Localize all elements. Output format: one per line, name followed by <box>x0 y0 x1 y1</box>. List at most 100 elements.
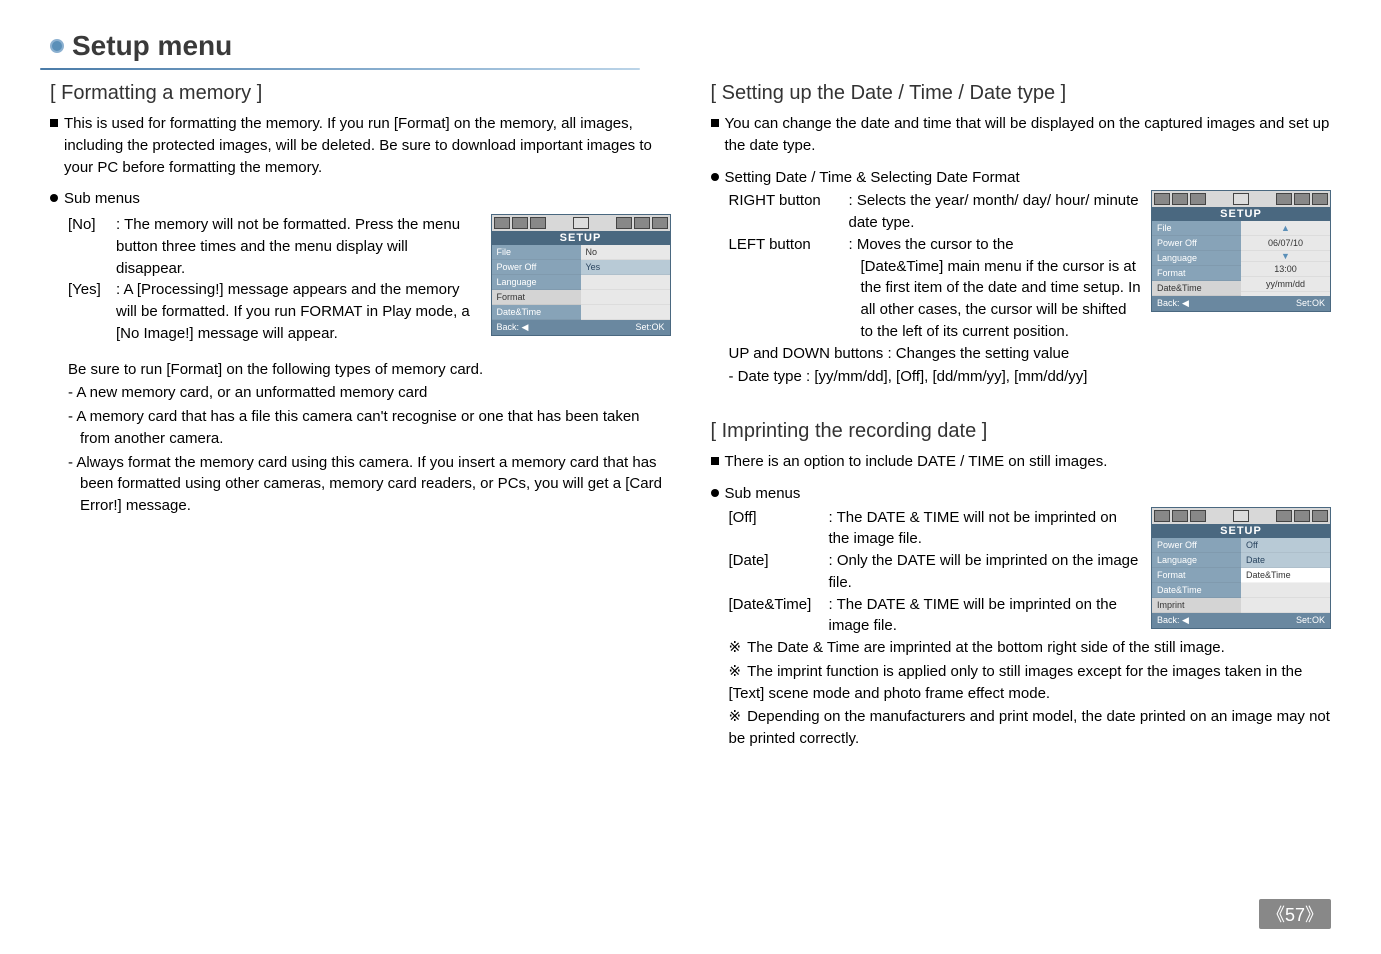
ss-footer-set: Set:OK <box>1296 615 1325 626</box>
circle-bullet-icon <box>711 489 719 497</box>
ss-icon <box>616 217 632 229</box>
ss-icon <box>573 217 589 229</box>
yes-label: [Yes] <box>68 279 116 344</box>
format-note-3: - A memory card that has a file this cam… <box>68 406 671 450</box>
dateformat-heading-row: Setting Date / Time & Selecting Date For… <box>711 167 1332 189</box>
updown-desc: UP and DOWN buttons : Changes the settin… <box>729 343 1332 365</box>
ss-row <box>581 305 670 320</box>
ss-row: Format <box>1152 568 1241 583</box>
ss-row: File <box>1152 221 1241 236</box>
ss-icon <box>1233 193 1249 205</box>
page-number: 57 <box>1259 899 1331 929</box>
ss-body: File Power Off Language Format Date&Time… <box>492 245 670 320</box>
ss-icon <box>1190 510 1206 522</box>
right-column: [ Setting up the Date / Time / Date type… <box>711 82 1332 752</box>
imprint-note-a: The Date & Time are imprinted at the bot… <box>729 637 1332 659</box>
ss-row: Off <box>1241 538 1330 553</box>
ss-menu-left: File Power Off Language Format Date&Time <box>1152 221 1241 296</box>
ss-title: SETUP <box>1152 524 1330 538</box>
datetime-desc-row: You can change the date and time that wi… <box>711 113 1332 167</box>
right-button-desc: : Selects the year/ month/ day/ hour/ mi… <box>849 190 1142 234</box>
no-label: [No] <box>68 214 116 279</box>
datetype-desc: - Date type : [yy/mm/dd], [Off], [dd/mm/… <box>729 366 1332 388</box>
ss-footer: Back: ◀ Set:OK <box>1152 296 1330 311</box>
off-item: [Off] : The DATE & TIME will not be impr… <box>729 507 1142 551</box>
dateformat-heading: Setting Date / Time & Selecting Date For… <box>725 167 1020 189</box>
left-button-row: LEFT button : Moves the cursor to the <box>729 234 1142 256</box>
imprint-desc: There is an option to include DATE / TIM… <box>725 451 1108 473</box>
ss-footer-back: Back: ◀ <box>497 322 529 333</box>
imprint-note-c: Depending on the manufacturers and print… <box>729 706 1332 750</box>
datetime-desc: : The DATE & TIME will be imprinted on t… <box>829 594 1142 638</box>
imprint-note-b: The imprint function is applied only to … <box>729 661 1332 705</box>
ss-row: No <box>581 245 670 260</box>
title-underline <box>40 68 640 70</box>
circle-bullet-icon <box>50 194 58 202</box>
ss-footer-set: Set:OK <box>1296 298 1325 309</box>
ss-icon <box>1172 193 1188 205</box>
circle-bullet-icon <box>711 173 719 181</box>
ss-row: Format <box>492 290 581 305</box>
ss-row <box>581 290 670 305</box>
ss-footer-back: Back: ◀ <box>1157 615 1189 626</box>
ss-row: Language <box>1152 553 1241 568</box>
format-heading: [ Formatting a memory ] <box>50 82 671 105</box>
date-label: [Date] <box>729 550 829 594</box>
submenu-heading-row: Sub menus <box>50 188 671 214</box>
ss-row: Language <box>1152 251 1241 266</box>
ss-footer-back: Back: ◀ <box>1157 298 1189 309</box>
content-columns: [ Formatting a memory ] This is used for… <box>50 82 1331 752</box>
ss-row: 06/07/10 <box>1241 236 1330 251</box>
ss-row: Power Off <box>492 260 581 275</box>
ss-row: Date&Time <box>1152 583 1241 598</box>
ss-footer: Back: ◀ Set:OK <box>1152 613 1330 628</box>
ss-row: Date&Time <box>1241 568 1330 583</box>
ss-menu-left: File Power Off Language Format Date&Time <box>492 245 581 320</box>
imprint-desc-row: There is an option to include DATE / TIM… <box>711 451 1332 483</box>
left-button-label: LEFT button <box>729 234 849 256</box>
yes-desc: : A [Processing!] message appears and th… <box>116 279 481 344</box>
ss-row: Imprint <box>1152 598 1241 613</box>
ss-body: File Power Off Language Format Date&Time… <box>1152 221 1330 296</box>
ss-row: ▲ <box>1241 221 1330 236</box>
left-button-desc1: : Moves the cursor to the <box>849 234 1014 256</box>
ss-body: Power Off Language Format Date&Time Impr… <box>1152 538 1330 613</box>
datetime-desc: You can change the date and time that wi… <box>725 113 1332 157</box>
square-bullet-icon <box>50 119 58 127</box>
ss-row: Date <box>1241 553 1330 568</box>
ss-icon <box>1154 193 1170 205</box>
ss-row: Format <box>1152 266 1241 281</box>
right-button-label: RIGHT button <box>729 190 849 234</box>
ss-icon <box>530 217 546 229</box>
ss-icon <box>1172 510 1188 522</box>
datetime-heading: [ Setting up the Date / Time / Date type… <box>711 82 1332 105</box>
ss-row <box>581 275 670 290</box>
submenu-items: [No] : The memory will not be formatted.… <box>50 214 481 345</box>
ss-icon <box>1276 193 1292 205</box>
ss-title: SETUP <box>492 231 670 245</box>
ss-icon <box>652 217 668 229</box>
format-screenshot: SETUP File Power Off Language Format Dat… <box>491 214 671 336</box>
ss-icon <box>1276 510 1292 522</box>
format-desc: This is used for formatting the memory. … <box>64 113 671 178</box>
left-column: [ Formatting a memory ] This is used for… <box>50 82 671 752</box>
ss-iconbar <box>1152 191 1330 207</box>
submenu-with-screenshot: [No] : The memory will not be formatted.… <box>50 214 671 345</box>
ss-row: Yes <box>581 260 670 275</box>
page-title-bar: Setup menu <box>50 30 1331 62</box>
ss-menu-right: ▲ 06/07/10 ▼ 13:00 yy/mm/dd <box>1241 221 1330 296</box>
yes-item: [Yes] : A [Processing!] message appears … <box>68 279 481 344</box>
datetime-label: [Date&Time] <box>729 594 829 638</box>
off-label: [Off] <box>729 507 829 551</box>
ss-icon <box>1233 510 1249 522</box>
ss-menu-right: Off Date Date&Time <box>1241 538 1330 613</box>
format-desc-row: This is used for formatting the memory. … <box>50 113 671 188</box>
ss-icon <box>1312 510 1328 522</box>
ss-menu-left: Power Off Language Format Date&Time Impr… <box>1152 538 1241 613</box>
ss-row <box>1241 598 1330 613</box>
format-note-intro: Be sure to run [Format] on the following… <box>68 359 671 381</box>
ss-row: Language <box>492 275 581 290</box>
ss-icon <box>1154 510 1170 522</box>
ss-iconbar <box>492 215 670 231</box>
ss-row: 13:00 <box>1241 262 1330 277</box>
